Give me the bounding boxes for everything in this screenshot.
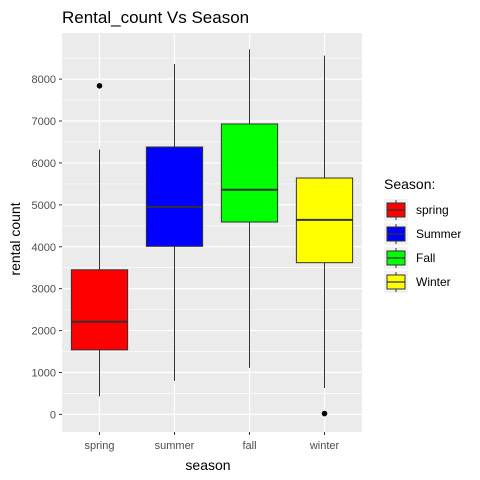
box-iqr	[145, 146, 204, 247]
legend: Season: spring Summer Fall Winter	[384, 176, 461, 293]
chart-title: Rental_count Vs Season	[62, 8, 249, 27]
legend-item: Fall	[384, 247, 435, 269]
x-tick-label: winter	[309, 440, 340, 452]
box-fall	[220, 49, 279, 368]
x-tick-label: fall	[242, 440, 256, 452]
box-series	[70, 49, 354, 417]
y-tick-label: 0	[50, 409, 56, 421]
x-axis: spring summer fall winter	[85, 432, 340, 452]
y-tick-label: 7000	[32, 116, 56, 128]
y-tick-label: 6000	[32, 158, 56, 170]
y-tick-label: 2000	[32, 326, 56, 338]
box-summer	[145, 64, 204, 381]
y-tick-label: 5000	[32, 200, 56, 212]
outlier-point	[96, 83, 103, 89]
y-axis-title: rental count	[7, 202, 23, 275]
box-iqr	[70, 269, 129, 351]
y-axis: 0 1000 2000 3000 4000 5000 6000 7000 8000	[32, 74, 62, 421]
legend-item: spring	[384, 199, 449, 221]
legend-title: Season:	[384, 176, 435, 192]
y-tick-label: 1000	[32, 367, 56, 379]
box-iqr	[220, 123, 279, 223]
legend-item: Summer	[384, 223, 461, 245]
legend-label: Fall	[416, 251, 435, 265]
legend-item: Winter	[384, 271, 451, 293]
box-spring	[70, 83, 129, 397]
y-tick-label: 4000	[32, 242, 56, 254]
y-tick-label: 8000	[32, 74, 56, 86]
legend-label: Winter	[416, 275, 451, 289]
legend-label: Summer	[416, 227, 461, 241]
box-winter	[295, 55, 354, 417]
x-tick-label: spring	[85, 440, 115, 452]
legend-label: spring	[416, 203, 449, 217]
x-tick-label: summer	[155, 440, 195, 452]
y-tick-label: 3000	[32, 284, 56, 296]
outlier-point	[321, 410, 328, 417]
x-axis-title: season	[185, 457, 230, 473]
